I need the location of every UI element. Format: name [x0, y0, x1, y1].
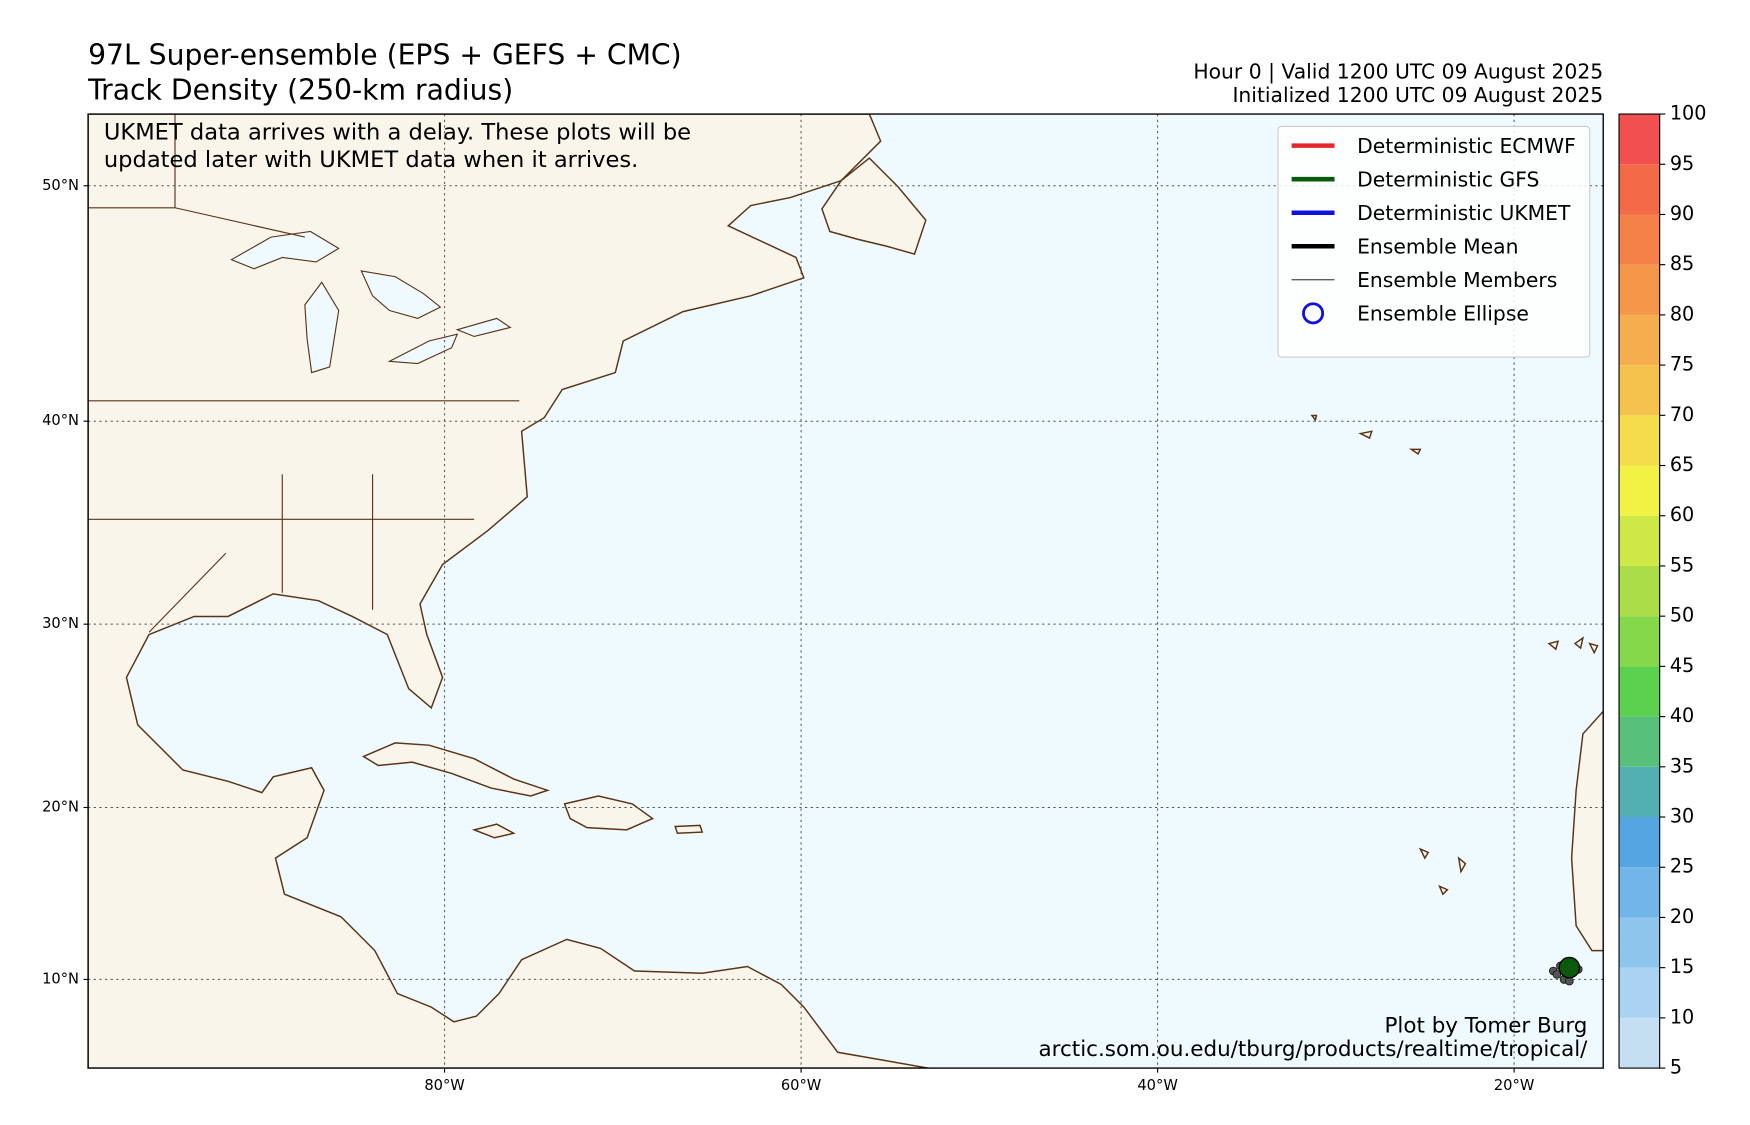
colorbar-label: 55: [1670, 553, 1694, 576]
africa: [1570, 710, 1604, 952]
colorbar-frame: [1618, 113, 1661, 1069]
colorbar-label: 40: [1670, 704, 1694, 727]
gfs-point: [1558, 956, 1581, 979]
colorbar-segment: [1619, 515, 1660, 566]
x-tick-label: 80°W: [424, 1077, 465, 1094]
colorbar-label: 90: [1670, 202, 1694, 225]
colorbar-label: 20: [1670, 905, 1694, 928]
init-time: Initialized 1200 UTC 09 August 2025: [1232, 83, 1603, 107]
legend-label: Ensemble Mean: [1357, 234, 1518, 258]
americas: [88, 114, 929, 1069]
colorbar-label: 75: [1670, 353, 1694, 376]
y-tick-label: 40°N: [42, 412, 79, 429]
colorbar-label: 5: [1670, 1056, 1682, 1079]
colorbar-segment: [1619, 264, 1660, 315]
colorbar-segment: [1619, 917, 1660, 968]
note-line: UKMET data arrives with a delay. These p…: [104, 120, 691, 146]
jamaica: [471, 823, 516, 839]
colorbar-segment: [1619, 716, 1660, 767]
borders: [88, 114, 520, 633]
newfoundland: [821, 157, 927, 255]
azores: [1310, 414, 1422, 455]
colorbar-segment: [1619, 867, 1660, 918]
y-tick-label: 50°N: [42, 177, 79, 194]
legend-circle: [1302, 302, 1325, 325]
colorbar-label: 35: [1670, 754, 1694, 777]
colorbar-segment: [1619, 565, 1660, 617]
legend-label: Deterministic UKMET: [1357, 201, 1571, 225]
colorbar-label: 85: [1670, 252, 1694, 275]
colorbar-label: 25: [1670, 855, 1694, 878]
colorbar-label: 10: [1670, 1005, 1694, 1028]
colorbar-segment: [1619, 616, 1660, 667]
colorbar-label: 100: [1670, 102, 1707, 125]
credit-line: Plot by Tomer Burg: [1384, 1013, 1587, 1038]
colorbar-segment: [1619, 1017, 1660, 1069]
y-tick-label: 20°N: [42, 798, 79, 815]
colorbar-segment: [1619, 766, 1660, 818]
colorbar-label: 15: [1670, 955, 1694, 978]
colorbar-label: 80: [1670, 302, 1694, 325]
title: 97L Super-ensemble (EPS + GEFS + CMC): [88, 38, 682, 71]
credit-line: arctic.som.ou.edu/tburg/products/realtim…: [1039, 1037, 1589, 1062]
valid-time: Hour 0 | Valid 1200 UTC 09 August 2025: [1193, 59, 1603, 84]
legend-label: Ensemble Members: [1357, 268, 1557, 292]
colorbar-segment: [1619, 666, 1660, 717]
cuba: [361, 742, 550, 797]
x-tick-label: 40°W: [1137, 1077, 1178, 1094]
colorbar-segment: [1619, 214, 1660, 265]
colorbar-label: 60: [1670, 503, 1694, 526]
member-point: [1552, 970, 1562, 979]
puerto-rico: [674, 824, 704, 835]
colorbar-segment: [1619, 817, 1660, 868]
x-tick-label: 20°W: [1494, 1077, 1535, 1094]
great-lakes: [230, 230, 512, 374]
hispaniola: [563, 795, 655, 831]
y-tick-label: 10°N: [42, 970, 79, 987]
colorbar-segment: [1619, 164, 1660, 215]
legend-label: Ensemble Ellipse: [1357, 301, 1529, 325]
land-layer: [88, 114, 1604, 1069]
legend-box: [1277, 125, 1591, 358]
colorbar-segment: [1619, 314, 1660, 366]
colorbar-label: 45: [1670, 654, 1694, 677]
colorbar-segment: [1619, 465, 1660, 516]
note-line: updated later with UKMET data when it ar…: [104, 147, 638, 173]
colorbar-label: 95: [1670, 152, 1694, 175]
colorbar-label: 50: [1670, 604, 1694, 627]
colorbar-segment: [1619, 967, 1660, 1018]
colorbar-segment: [1619, 415, 1660, 466]
canary-islands: [1547, 636, 1599, 655]
colorbar-label: 30: [1670, 805, 1694, 828]
subtitle: Track Density (250-km radius): [87, 73, 513, 106]
y-tick-label: 30°N: [42, 615, 79, 632]
cape-verde: [1418, 847, 1467, 896]
colorbar-segment: [1619, 365, 1660, 416]
map-frame: [87, 113, 1604, 1069]
colorbar-segment: [1619, 114, 1660, 165]
colorbar-label: 65: [1670, 453, 1694, 476]
legend-label: Deterministic ECMWF: [1357, 134, 1576, 158]
x-tick-label: 60°W: [781, 1077, 822, 1094]
legend-label: Deterministic GFS: [1357, 167, 1539, 191]
colorbar-label: 70: [1670, 403, 1694, 426]
